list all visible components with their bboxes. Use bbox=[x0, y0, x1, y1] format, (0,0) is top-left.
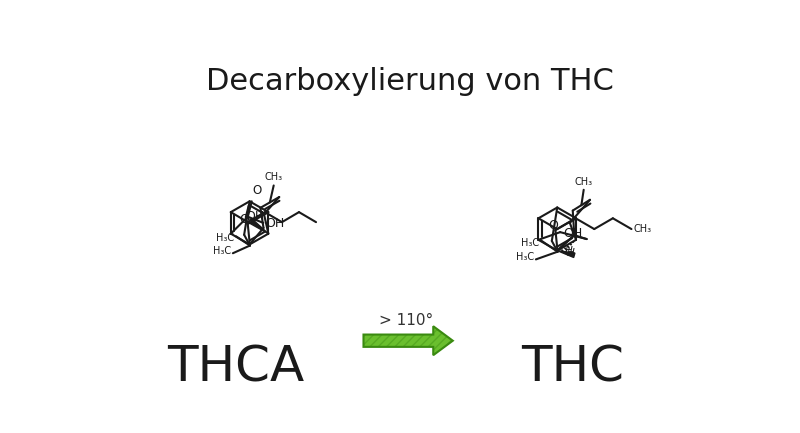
Polygon shape bbox=[558, 251, 575, 258]
Text: H₃C: H₃C bbox=[213, 246, 231, 256]
Text: OH: OH bbox=[265, 217, 284, 230]
Text: CH₃: CH₃ bbox=[265, 172, 282, 182]
Text: O: O bbox=[548, 219, 558, 232]
Text: H₃C: H₃C bbox=[521, 238, 539, 248]
Text: THC: THC bbox=[522, 344, 624, 392]
Text: OH: OH bbox=[246, 210, 265, 223]
Text: OH: OH bbox=[563, 227, 582, 240]
Text: H: H bbox=[566, 248, 574, 258]
Text: CH₃: CH₃ bbox=[574, 177, 593, 187]
Text: O: O bbox=[240, 213, 250, 226]
Text: H₃C: H₃C bbox=[516, 252, 534, 262]
Polygon shape bbox=[363, 326, 453, 355]
Text: CH₃: CH₃ bbox=[634, 224, 652, 234]
Text: Decarboxylierung von THC: Decarboxylierung von THC bbox=[206, 67, 614, 96]
Text: O: O bbox=[253, 184, 262, 197]
Text: H₃C: H₃C bbox=[216, 233, 234, 243]
Polygon shape bbox=[250, 220, 268, 234]
Text: H: H bbox=[565, 246, 572, 256]
Text: > 110°: > 110° bbox=[379, 313, 434, 328]
Text: THCA: THCA bbox=[167, 344, 304, 392]
